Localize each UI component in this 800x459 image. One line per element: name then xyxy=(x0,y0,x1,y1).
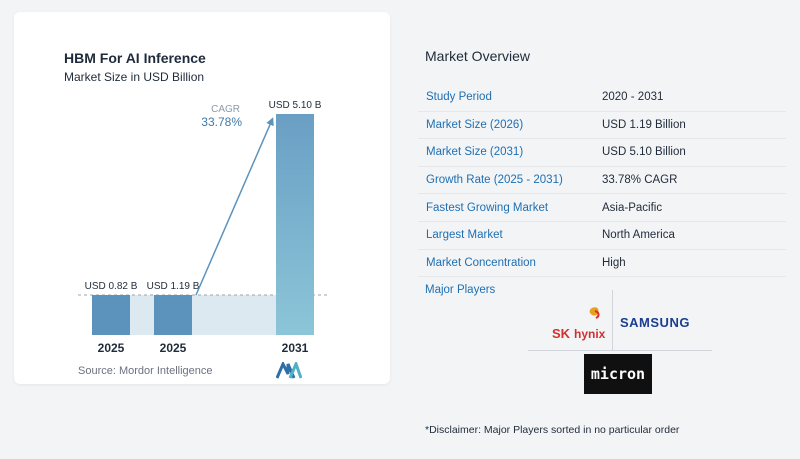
x-tick-label-0: 2025 xyxy=(98,341,125,355)
micron-logo-icon: micron xyxy=(584,354,652,394)
x-tick-label-2: 2031 xyxy=(282,341,309,355)
overview-value: Asia-Pacific xyxy=(602,201,663,214)
svg-text:SK: SK xyxy=(552,326,571,341)
samsung-logo-icon: SAMSUNG xyxy=(620,315,690,330)
x-tick-label-1: 2025 xyxy=(160,341,187,355)
overview-row-fastest-growing: Fastest Growing Market Asia-Pacific xyxy=(418,194,786,222)
overview-value: 33.78% CAGR xyxy=(602,174,678,187)
overview-label: Largest Market xyxy=(426,229,503,242)
cagr-arrow xyxy=(195,117,274,296)
logo-divider-horizontal xyxy=(528,350,712,351)
svg-text:hynix: hynix xyxy=(574,327,606,341)
market-overview-table: Study Period 2020 - 2031 Market Size (20… xyxy=(418,84,786,278)
overview-label: Growth Rate (2025 - 2031) xyxy=(426,174,563,187)
overview-label: Market Concentration xyxy=(426,256,536,269)
market-overview-title: Market Overview xyxy=(425,48,531,64)
cagr-label: CAGR xyxy=(211,104,240,115)
overview-label: Fastest Growing Market xyxy=(426,201,549,214)
logo-divider-vertical xyxy=(612,290,613,350)
overview-value: North America xyxy=(602,229,675,242)
bar-2025-1 xyxy=(154,295,192,335)
major-players-title: Major Players xyxy=(425,284,496,296)
market-size-chart: USD 0.82 B 2025 USD 1.19 B 2025 USD 5.10 B 20… xyxy=(78,100,330,355)
overview-value: High xyxy=(602,256,626,269)
bar-2031-2 xyxy=(276,114,314,335)
disclaimer-text: *Disclaimer: Major Players sorted in no … xyxy=(425,424,680,436)
overview-value: USD 1.19 Billion xyxy=(602,118,686,131)
data-label-1: USD 1.19 B xyxy=(147,281,200,292)
overview-label: Market Size (2031) xyxy=(426,146,524,159)
overview-value: 2020 - 2031 xyxy=(602,91,664,104)
chart-subtitle: Market Size in USD Billion xyxy=(64,70,205,84)
overview-row-market-size-2031: Market Size (2031) USD 5.10 Billion xyxy=(418,139,786,167)
mordor-logo-icon xyxy=(276,362,302,379)
overview-label: Study Period xyxy=(426,91,492,104)
bar-2025-0 xyxy=(92,295,130,335)
cagr-value: 33.78% xyxy=(201,115,242,129)
data-label-0: USD 0.82 B xyxy=(85,281,138,292)
sk-hynix-logo-icon: SK hynix xyxy=(552,307,606,341)
major-players-logos: SK hynix SAMSUNG micron xyxy=(528,290,712,400)
source-text: Source: Mordor Intelligence xyxy=(78,365,213,377)
overview-value: USD 5.10 Billion xyxy=(602,146,686,159)
overview-label: Market Size (2026) xyxy=(426,118,524,131)
overview-row-growth-rate: Growth Rate (2025 - 2031) 33.78% CAGR xyxy=(418,167,786,195)
overview-row-market-size-2026: Market Size (2026) USD 1.19 Billion xyxy=(418,112,786,140)
overview-row-study-period: Study Period 2020 - 2031 xyxy=(418,84,786,112)
overview-row-largest-market: Largest Market North America xyxy=(418,222,786,250)
cagr-band xyxy=(130,295,276,335)
overview-row-concentration: Market Concentration High xyxy=(418,250,786,278)
data-label-2: USD 5.10 B xyxy=(269,100,322,111)
chart-title: HBM For AI Inference xyxy=(64,50,206,66)
